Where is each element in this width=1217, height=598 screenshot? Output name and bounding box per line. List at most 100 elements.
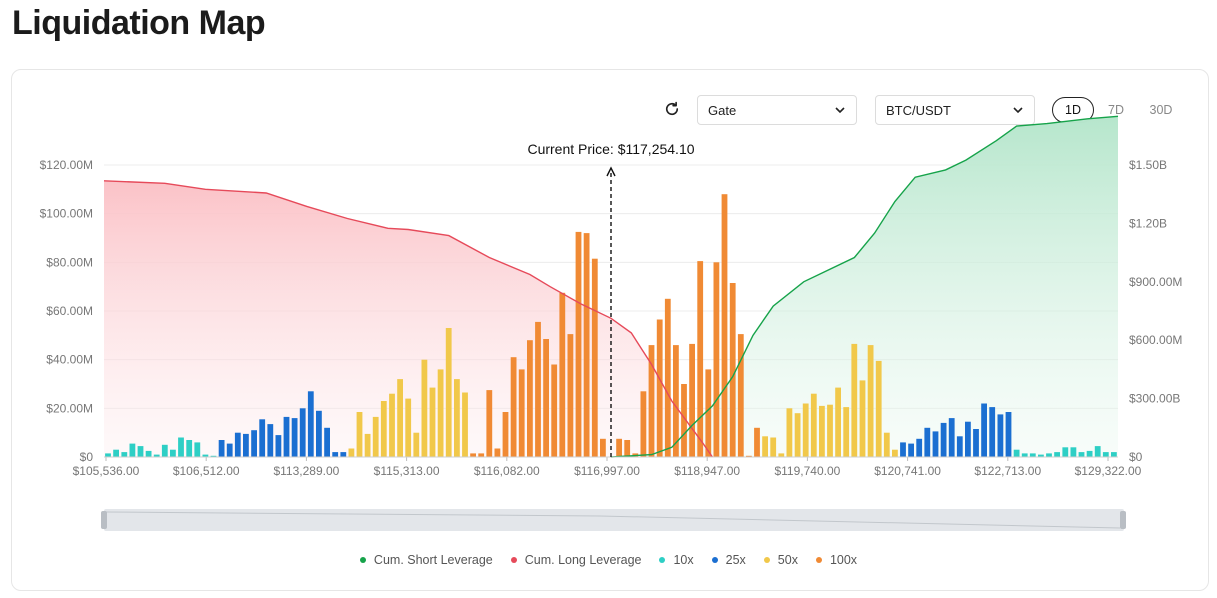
pair-select[interactable]: BTC/USDT: [875, 95, 1035, 125]
y-right-tick-label: $900.00M: [1129, 275, 1182, 289]
bar-25x: [948, 418, 955, 457]
bar-50x: [445, 328, 452, 457]
bar-50x: [762, 436, 768, 457]
bar-50x: [462, 392, 468, 457]
bar-100x: [527, 340, 533, 457]
bar-50x: [348, 448, 355, 457]
bar-50x: [892, 449, 898, 457]
bar-25x: [965, 421, 971, 457]
bar-25x: [267, 424, 274, 457]
cum-short-line: [610, 115, 1119, 458]
bar-10x: [170, 449, 176, 457]
range-slider-handle-left[interactable]: [101, 511, 107, 529]
bar-10x: [137, 446, 144, 457]
bar-50x: [389, 393, 395, 457]
bar-50x: [364, 433, 371, 457]
bar-50x: [413, 432, 420, 457]
bar-100x: [518, 369, 525, 457]
legend-label: Cum. Long Leverage: [524, 553, 642, 567]
bar-25x: [283, 416, 290, 458]
range-slider-preview-line: [105, 511, 1121, 529]
bar-10x: [178, 437, 184, 457]
legend-label: 50x: [777, 553, 798, 567]
bar-10x: [1038, 454, 1044, 457]
exchange-select[interactable]: Gate: [697, 95, 857, 125]
bar-25x: [956, 436, 963, 457]
bar-10x: [161, 444, 168, 457]
bar-25x: [973, 429, 979, 457]
legend-item-100x[interactable]: 100x: [815, 553, 858, 567]
bar-10x: [1111, 452, 1117, 457]
bar-10x: [1094, 446, 1101, 457]
legend-item-50x[interactable]: 50x: [763, 553, 798, 567]
bar-100x: [616, 438, 622, 458]
legend-item-long[interactable]: Cum. Long Leverage: [510, 553, 642, 567]
legend-dot-icon: [815, 557, 822, 563]
bar-10x: [1086, 450, 1093, 457]
x-tick-label: $129,322.00: [1075, 464, 1142, 478]
bar-100x: [729, 283, 736, 457]
bar-10x: [121, 452, 128, 457]
bar-100x: [551, 364, 558, 457]
bar-100x: [559, 292, 566, 458]
legend-label: 25x: [725, 553, 746, 567]
bar-50x: [397, 379, 403, 457]
legend-item-25x[interactable]: 25x: [711, 553, 746, 567]
timeframe-7d[interactable]: 7D: [1108, 103, 1124, 117]
timeframe-30d[interactable]: 30D: [1149, 103, 1173, 117]
bar-25x: [997, 414, 1004, 457]
bar-50x: [794, 413, 801, 457]
bar-100x: [648, 345, 655, 457]
bar-25x: [332, 452, 339, 457]
bar-100x: [583, 233, 590, 457]
refresh-icon[interactable]: [663, 100, 681, 118]
bar-25x: [299, 408, 306, 457]
bar-25x: [908, 443, 914, 457]
y-right-tick-label: $0: [1129, 450, 1143, 464]
bar-50x: [883, 432, 890, 457]
bar-25x: [900, 442, 906, 457]
bar-25x: [243, 433, 249, 457]
bar-50x: [867, 345, 874, 457]
bar-50x: [802, 403, 809, 457]
bar-25x: [259, 419, 266, 457]
bar-100x: [575, 231, 582, 457]
bar-50x: [437, 369, 444, 457]
x-tick-label: $122,713.00: [974, 464, 1041, 478]
bar-10x: [210, 455, 217, 457]
bar-100x: [600, 438, 606, 458]
page-title: Liquidation Map: [12, 4, 266, 42]
legend-dot-icon: [763, 557, 770, 563]
bar-50x: [454, 379, 460, 457]
bar-50x: [859, 380, 866, 458]
bar-50x: [835, 387, 841, 457]
y-left-tick-label: $120.00M: [40, 158, 93, 172]
bar-25x: [916, 438, 923, 458]
cum-long-line: [103, 180, 713, 458]
bar-100x: [591, 258, 598, 457]
bar-100x: [640, 391, 647, 457]
legend-item-short[interactable]: Cum. Short Leverage: [359, 553, 493, 567]
x-tick-label: $118,947.00: [674, 464, 740, 478]
bar-100x: [689, 343, 695, 458]
bar-100x: [721, 194, 728, 457]
bar-100x: [737, 334, 744, 457]
y-left-tick-label: $20.00M: [46, 401, 93, 415]
legend-item-10x[interactable]: 10x: [659, 553, 694, 567]
bar-10x: [1054, 452, 1060, 457]
bar-50x: [819, 405, 825, 457]
legend-label: 100x: [829, 553, 858, 567]
bar-100x: [478, 453, 485, 458]
bar-25x: [924, 427, 931, 457]
bar-10x: [153, 454, 160, 457]
arrow-up-icon: [606, 166, 616, 177]
range-slider-handle-right[interactable]: [1120, 511, 1126, 529]
bar-25x: [940, 422, 947, 457]
bar-50x: [875, 360, 882, 457]
bar-50x: [786, 408, 793, 457]
bar-10x: [105, 453, 111, 458]
cum-short-area: [611, 116, 1118, 458]
y-left-tick-label: $80.00M: [46, 255, 93, 269]
legend-label: Cum. Short Leverage: [373, 553, 493, 567]
y-right-tick-label: $600.00M: [1129, 333, 1182, 347]
